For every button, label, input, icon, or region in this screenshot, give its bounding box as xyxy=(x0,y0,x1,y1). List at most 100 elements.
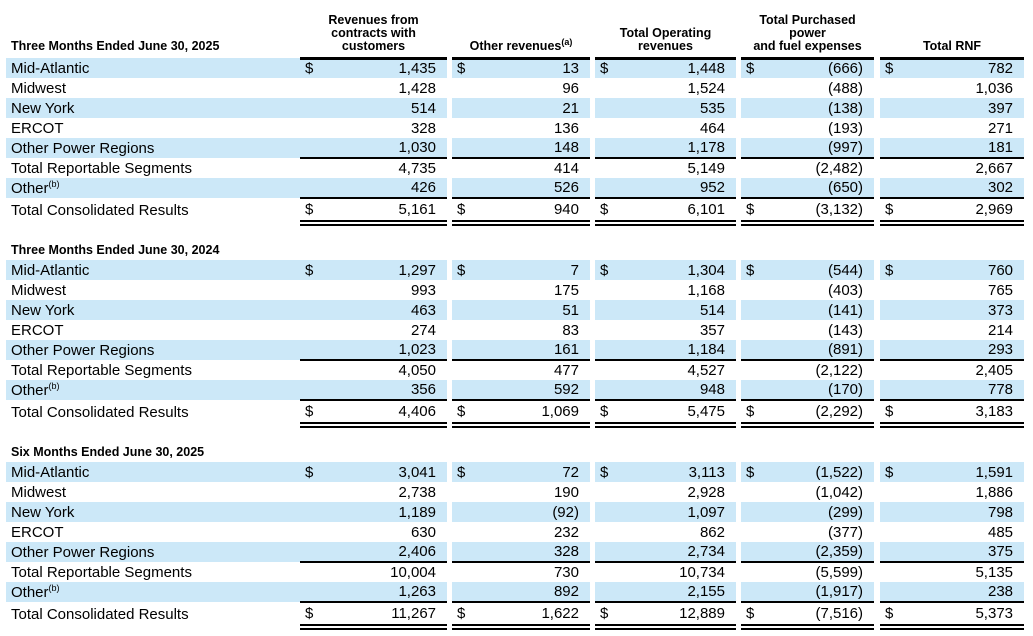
currency-cell xyxy=(595,300,621,320)
column-gap xyxy=(447,138,452,158)
currency-cell xyxy=(741,562,767,582)
currency-cell xyxy=(880,158,906,178)
value-cell: 514 xyxy=(326,98,447,118)
row-label: Other(b) xyxy=(6,380,300,400)
currency-symbol: $ xyxy=(600,463,609,481)
currency-symbol: $ xyxy=(305,403,314,420)
column-gap xyxy=(736,178,741,198)
row-label: Mid-Atlantic xyxy=(6,58,300,78)
value-cell: (666) xyxy=(767,58,875,78)
value-cell: 10,004 xyxy=(390,564,436,581)
value-cell: 782 xyxy=(906,58,1025,78)
value-cell: 1,304 xyxy=(621,260,736,280)
row-label-text: New York xyxy=(11,99,75,117)
value-cell: 11,267 xyxy=(326,602,447,630)
value-cell: 760 xyxy=(906,260,1025,280)
column-gap xyxy=(590,400,595,425)
value-cell: 463 xyxy=(326,300,447,320)
currency-symbol: $ xyxy=(885,261,894,279)
value-cell: 274 xyxy=(410,321,436,339)
row-label-text: Mid-Atlantic xyxy=(11,463,90,481)
column-gap xyxy=(874,300,881,320)
row-label: Other(b) xyxy=(6,178,300,198)
currency-cell: $ xyxy=(880,58,907,78)
column-header-footnote-marker: (a) xyxy=(561,36,573,47)
column-gap xyxy=(447,260,452,280)
value-cell: 302 xyxy=(906,178,1025,199)
table-row: Other Power Regions 1,023 161 1,184 (891) 293 xyxy=(6,340,1025,361)
column-gap xyxy=(590,502,595,522)
value-cell: 3,183 xyxy=(906,400,1025,428)
section-spacer-row xyxy=(6,425,1024,445)
currency-cell xyxy=(452,340,478,361)
column-gap xyxy=(736,462,741,482)
currency-cell xyxy=(741,280,767,300)
table-row: Other(b) 426 526 952 (650) 302 xyxy=(6,178,1025,199)
column-gap xyxy=(874,462,881,482)
value-cell: 2,406 xyxy=(326,542,447,563)
currency-symbol: $ xyxy=(885,605,894,622)
column-gap xyxy=(590,280,595,300)
section-title-text: Three Months Ended June 30, 2024 xyxy=(11,243,220,257)
value-cell: (650) xyxy=(767,178,875,199)
value-cell: 535 xyxy=(621,98,736,118)
column-header-4: Total RNF xyxy=(880,1,1025,60)
column-gap xyxy=(590,58,595,78)
value-cell: 5,161 xyxy=(326,198,447,226)
column-header-1: Other revenues(a) xyxy=(452,1,590,60)
currency-cell xyxy=(880,98,907,118)
value-cell: 464 xyxy=(699,119,725,137)
currency-cell xyxy=(741,158,767,178)
row-label: Total Consolidated Results xyxy=(6,400,300,425)
currency-cell xyxy=(300,300,326,320)
table-row: Midwest 2,738 190 2,928 (1,042) 1,886 xyxy=(6,482,1024,502)
value-cell: 730 xyxy=(553,564,579,581)
section-title: Three Months Ended June 30, 2024 xyxy=(6,243,1024,260)
column-gap xyxy=(874,502,881,522)
currency-symbol: $ xyxy=(600,60,609,78)
value-cell: 214 xyxy=(987,321,1014,339)
currency-cell: $ xyxy=(452,462,478,482)
value-cell: 2,738 xyxy=(398,483,436,501)
section-title-text: Three Months Ended June 30, 2025 xyxy=(11,39,220,53)
column-gap xyxy=(874,400,881,425)
section-title-text: Six Months Ended June 30, 2025 xyxy=(11,445,205,459)
value-cell: 1,178 xyxy=(621,138,736,159)
currency-cell xyxy=(300,502,326,522)
value-cell: 238 xyxy=(906,582,1025,603)
value-cell: 2,969 xyxy=(906,198,1025,226)
currency-cell xyxy=(880,118,906,138)
currency-cell xyxy=(880,502,907,522)
value-cell: 2,405 xyxy=(975,362,1014,379)
column-gap xyxy=(447,522,452,542)
value-cell: 798 xyxy=(906,502,1025,522)
currency-cell xyxy=(595,360,621,380)
currency-cell xyxy=(741,138,767,159)
column-gap xyxy=(874,198,881,223)
value-cell: 426 xyxy=(326,178,447,199)
value-cell: 2,734 xyxy=(621,542,736,563)
currency-cell xyxy=(880,300,907,320)
currency-cell xyxy=(300,482,326,502)
currency-cell: $ xyxy=(300,602,326,630)
column-gap xyxy=(736,260,741,280)
column-gap xyxy=(736,582,741,602)
column-gap xyxy=(447,380,452,400)
currency-cell: $ xyxy=(595,198,621,226)
currency-cell xyxy=(741,118,767,138)
currency-cell xyxy=(452,78,478,98)
currency-cell xyxy=(595,280,621,300)
value-cell: 4,050 xyxy=(398,362,436,379)
value-cell: 1,036 xyxy=(975,79,1014,97)
currency-cell xyxy=(880,138,907,159)
column-gap xyxy=(736,542,741,562)
column-header-0: Revenues from contracts with customers xyxy=(300,1,447,60)
row-label: Mid-Atlantic xyxy=(6,462,300,482)
currency-cell xyxy=(300,380,326,401)
value-cell: 414 xyxy=(553,160,579,177)
row-label-text: Mid-Atlantic xyxy=(11,59,90,77)
currency-cell: $ xyxy=(741,260,767,280)
column-gap xyxy=(736,340,741,360)
table-row: Total Reportable Segments 10,004 730 10,734… xyxy=(6,562,1024,582)
row-label-text: Other Power Regions xyxy=(11,543,155,561)
